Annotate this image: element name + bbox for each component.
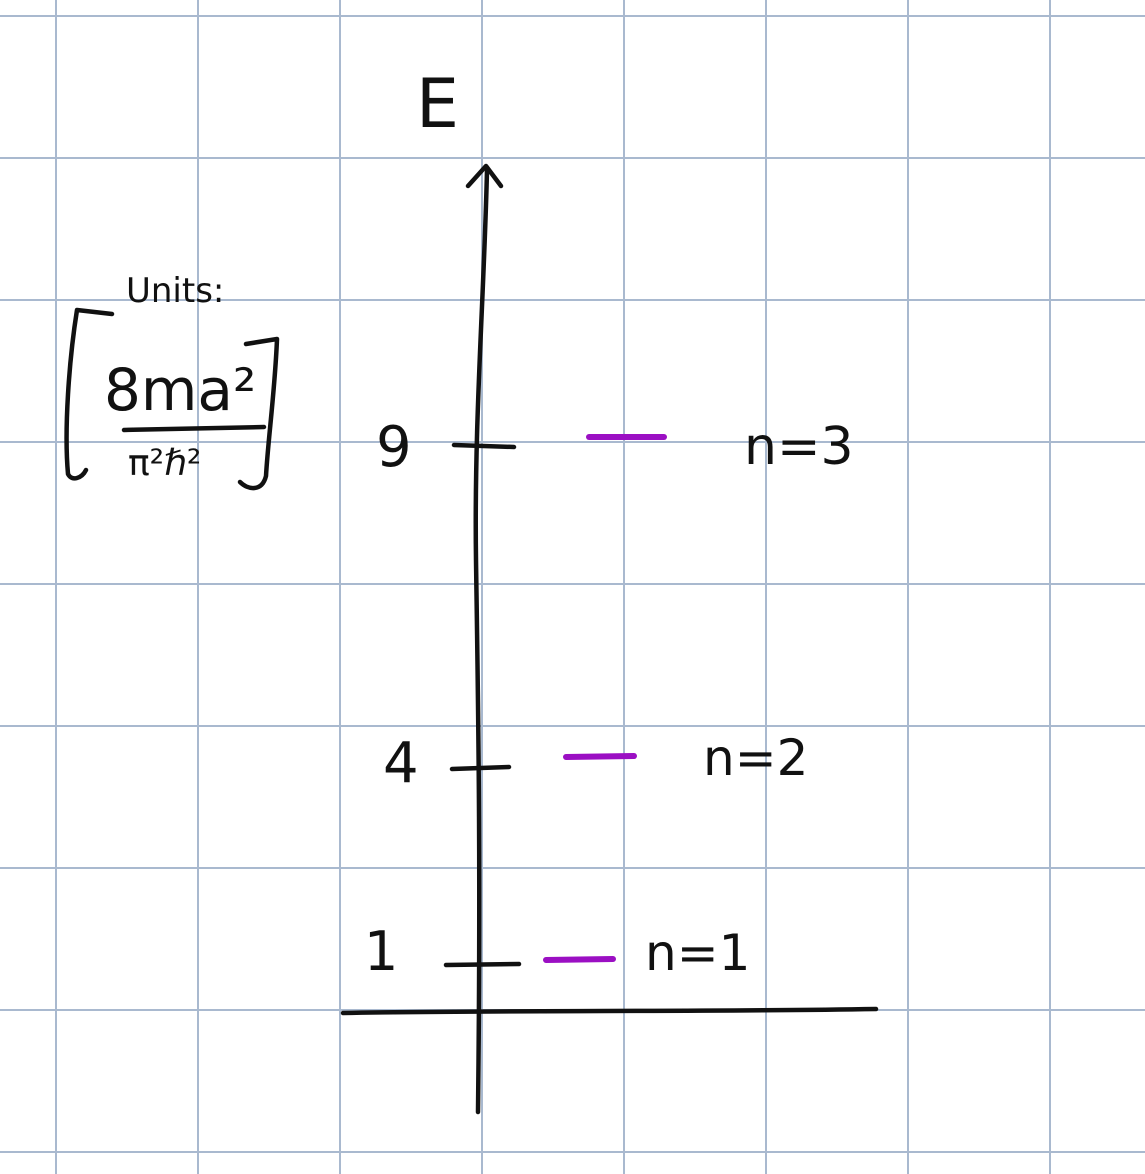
tick-label-1: 1 xyxy=(364,920,398,983)
energy-level-2: 4 n=2 xyxy=(383,729,808,796)
baseline-axis xyxy=(340,1006,879,1016)
units-denominator: π²ℏ² xyxy=(128,443,201,484)
tick-mark-1 xyxy=(443,961,522,968)
tick-mark-9 xyxy=(451,442,517,450)
energy-level-1: 1 n=1 xyxy=(364,920,750,983)
axis-arrow-head xyxy=(465,163,504,189)
state-label-n1: n=1 xyxy=(645,924,750,982)
units-fraction-bar xyxy=(121,424,267,433)
energy-axis xyxy=(465,163,504,1115)
units-numerator: 8ma² xyxy=(104,356,256,424)
energy-level-line-1 xyxy=(543,956,616,963)
tick-label-9: 9 xyxy=(376,415,412,480)
energy-level-line-2 xyxy=(563,753,637,760)
units-box: Units: 8ma² π²ℏ² xyxy=(64,271,280,491)
energy-level-3: 9 n=3 xyxy=(376,415,854,480)
units-label: Units: xyxy=(126,271,224,311)
state-label-n2: n=2 xyxy=(703,729,808,787)
state-label-n3: n=3 xyxy=(744,417,854,477)
axis-label-e: E xyxy=(416,65,459,144)
tick-label-4: 4 xyxy=(383,731,419,796)
tick-mark-4 xyxy=(449,764,512,772)
units-left-bracket xyxy=(64,307,115,481)
units-right-bracket xyxy=(237,336,280,491)
